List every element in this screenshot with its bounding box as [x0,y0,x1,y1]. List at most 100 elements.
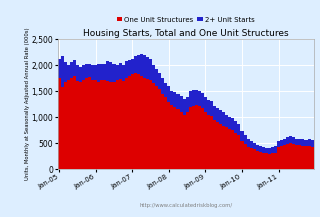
Bar [131,74,134,169]
Bar [94,65,97,80]
Bar [170,105,173,169]
Bar [304,140,308,146]
Bar [268,154,271,169]
Bar [137,55,140,74]
Bar [176,109,180,169]
Bar [207,100,210,115]
Bar [134,56,137,73]
Bar [286,144,289,169]
Bar [274,146,277,153]
Bar [122,81,125,169]
Bar [295,138,298,145]
Bar [112,64,116,82]
Bar [289,136,292,143]
Bar [67,65,70,80]
Bar [301,146,304,169]
Bar [244,144,246,169]
Bar [76,81,79,169]
Bar [262,147,265,153]
Bar [158,73,161,89]
Bar [112,82,116,169]
Bar [246,138,250,147]
Bar [82,65,85,80]
Bar [240,131,244,141]
Bar [280,146,283,169]
Bar [198,91,201,106]
Bar [128,76,131,169]
Bar [100,80,103,169]
Bar [192,106,195,169]
Y-axis label: Units, Monthly at Seasonally Adjusted Annual Rate (000s): Units, Monthly at Seasonally Adjusted An… [25,28,30,181]
Bar [277,141,280,147]
Bar [152,83,155,169]
Bar [201,108,204,169]
Bar [301,139,304,146]
Bar [262,153,265,169]
Bar [161,78,164,94]
Bar [234,121,237,133]
Bar [204,97,207,112]
Bar [180,112,182,169]
Bar [189,107,192,169]
Bar [308,139,310,146]
Bar [106,81,109,169]
Bar [295,145,298,169]
Bar [210,101,213,116]
Bar [280,140,283,146]
Bar [67,80,70,169]
Bar [88,64,91,77]
Bar [228,117,231,129]
Bar [73,76,76,169]
Bar [231,118,234,130]
Bar [277,147,280,169]
Bar [222,112,225,125]
Bar [146,79,149,169]
Bar [106,61,109,81]
Bar [310,147,314,169]
Bar [298,138,301,145]
Bar [152,65,155,83]
Bar [213,120,216,169]
Bar [158,89,161,169]
Bar [308,146,310,169]
Bar [170,91,173,105]
Bar [94,80,97,169]
Bar [234,133,237,169]
Bar [250,148,253,169]
Bar [186,97,189,112]
Bar [182,115,186,169]
Title: Housing Starts, Total and One Unit Structures: Housing Starts, Total and One Unit Struc… [83,29,288,38]
Bar [155,69,158,86]
Bar [58,59,61,78]
Bar [118,79,122,169]
Bar [61,56,64,87]
Bar [186,112,189,169]
Bar [118,63,122,79]
Bar [253,143,256,150]
Bar [271,147,274,153]
Bar [246,147,250,169]
Bar [216,108,219,122]
Bar [125,78,128,169]
Bar [64,82,67,169]
Bar [271,153,274,169]
Bar [128,60,131,76]
Bar [225,115,228,127]
Bar [298,145,301,169]
Bar [97,82,100,169]
Bar [289,143,292,169]
Bar [91,80,94,169]
Bar [103,64,106,80]
Bar [283,145,286,169]
Bar [131,59,134,74]
Bar [173,107,176,169]
Bar [292,144,295,169]
Bar [268,148,271,154]
Bar [140,76,143,169]
Bar [58,78,61,169]
Bar [225,127,228,169]
Bar [134,73,137,169]
Bar [240,141,244,169]
Bar [82,80,85,169]
Bar [228,129,231,169]
